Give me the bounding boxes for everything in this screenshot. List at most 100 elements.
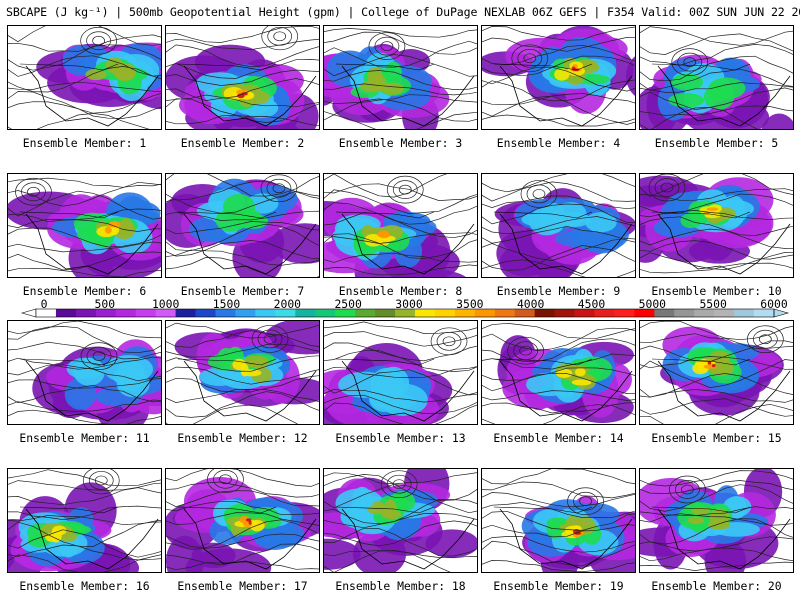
colorbar-segment <box>754 309 775 317</box>
member-label: Ensemble Member: 15 <box>651 431 782 445</box>
colorbar-segment <box>534 309 555 317</box>
colorbar-tick-label: 2000 <box>273 297 302 311</box>
colorbar-segment <box>474 309 496 317</box>
member-label: Ensemble Member: 1 <box>22 136 147 150</box>
member-panel <box>7 468 162 573</box>
colorbar-tick-label: 2500 <box>334 297 362 311</box>
colorbar-segment <box>434 309 456 317</box>
colorbar-segment <box>614 309 635 317</box>
colorbar-segment <box>335 309 356 317</box>
colorbar-segment <box>714 309 735 317</box>
sbcape-colorbar <box>20 308 790 318</box>
colorbar-segment <box>115 309 137 317</box>
colorbar-tick-label: 1500 <box>212 297 241 311</box>
colorbar-segment <box>155 309 177 317</box>
member-map <box>166 174 319 277</box>
member-map <box>640 321 793 424</box>
member-label: Ensemble Member: 6 <box>22 284 147 298</box>
member-map <box>166 469 319 572</box>
member-map <box>482 469 635 572</box>
member-map <box>640 174 793 275</box>
colorbar-segment <box>175 309 196 317</box>
member-label: Ensemble Member: 4 <box>496 136 621 150</box>
member-panel <box>7 173 162 278</box>
member-panel <box>481 173 636 278</box>
product-title: SBCAPE (J kg⁻¹) | 500mb Geopotential Hei… <box>6 5 800 19</box>
member-map <box>8 469 161 572</box>
colorbar-segment <box>375 309 396 317</box>
member-panel <box>323 468 478 573</box>
member-map <box>324 28 477 129</box>
member-label: Ensemble Member: 7 <box>180 284 305 298</box>
colorbar-tick-label: 6000 <box>760 297 788 311</box>
member-label: Ensemble Member: 16 <box>19 579 150 593</box>
member-panel <box>481 25 636 130</box>
member-map <box>482 322 635 424</box>
member-panel <box>639 468 794 573</box>
member-label: Ensemble Member: 19 <box>493 579 624 593</box>
member-panel <box>165 173 320 278</box>
colorbar-tick-label: 4000 <box>516 297 545 311</box>
member-panel <box>639 320 794 425</box>
colorbar-segment <box>574 309 595 317</box>
member-panel <box>165 320 320 425</box>
colorbar-tick-label: 4500 <box>577 297 606 311</box>
colorbar-segment <box>414 309 436 317</box>
colorbar-segment <box>694 309 715 317</box>
member-panel <box>639 173 794 278</box>
member-map <box>166 26 319 129</box>
colorbar-tick-label: 5500 <box>699 297 727 311</box>
colorbar-segment <box>594 309 615 317</box>
member-label: Ensemble Member: 2 <box>180 136 305 150</box>
colorbar-segment <box>454 309 476 317</box>
member-map <box>8 321 161 424</box>
colorbar-segment <box>135 309 157 317</box>
member-panel <box>165 25 320 130</box>
colorbar-segment <box>275 309 296 317</box>
member-label: Ensemble Member: 3 <box>338 136 463 150</box>
colorbar-tick-label: 3000 <box>395 297 423 311</box>
member-map <box>166 321 319 424</box>
member-panel <box>323 320 478 425</box>
member-panel <box>323 173 478 278</box>
colorbar-segment <box>235 309 256 317</box>
member-label: Ensemble Member: 11 <box>19 431 150 445</box>
colorbar-min-arrow <box>20 308 37 318</box>
member-label: Ensemble Member: 5 <box>654 136 779 150</box>
member-map <box>640 469 793 572</box>
colorbar-segment <box>674 309 695 317</box>
member-map <box>324 174 477 277</box>
member-label: Ensemble Member: 12 <box>177 431 308 445</box>
member-map <box>482 26 635 127</box>
member-label: Ensemble Member: 9 <box>496 284 621 298</box>
member-label: Ensemble Member: 20 <box>651 579 782 593</box>
member-label: Ensemble Member: 18 <box>335 579 466 593</box>
member-label: Ensemble Member: 10 <box>651 284 782 298</box>
member-label: Ensemble Member: 17 <box>177 579 308 593</box>
colorbar-segment <box>654 309 675 317</box>
colorbar-segment <box>734 309 755 317</box>
member-label: Ensemble Member: 8 <box>338 284 463 298</box>
member-map <box>8 26 161 129</box>
colorbar-segment <box>514 309 536 317</box>
member-map <box>324 469 477 572</box>
colorbar-tick-label: 500 <box>94 297 116 311</box>
colorbar-segment <box>494 309 516 317</box>
member-panel <box>481 320 636 425</box>
member-label: Ensemble Member: 14 <box>493 431 624 445</box>
member-label: Ensemble Member: 13 <box>335 431 466 445</box>
colorbar-segment <box>554 309 575 317</box>
member-map <box>640 26 793 129</box>
member-map <box>8 177 161 277</box>
member-map <box>482 174 635 277</box>
member-panel <box>165 468 320 573</box>
colorbar-tick-label: 0 <box>40 297 48 311</box>
colorbar-segment <box>395 309 416 317</box>
colorbar-segment <box>195 309 216 317</box>
colorbar-segment <box>95 309 117 317</box>
member-map <box>324 321 477 424</box>
member-panel <box>323 25 478 130</box>
member-panel <box>639 25 794 130</box>
colorbar-tick-label: 1000 <box>151 297 180 311</box>
colorbar-segment <box>295 309 316 317</box>
